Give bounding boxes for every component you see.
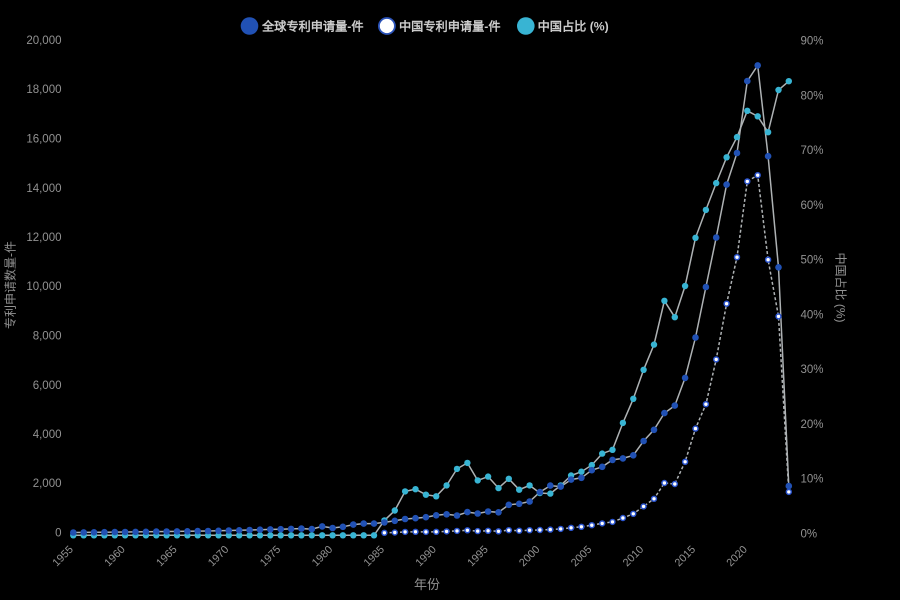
svg-text:10,000: 10,000 [26,281,61,293]
svg-text:12,000: 12,000 [26,232,61,244]
svg-text:0: 0 [55,528,61,540]
svg-text:16,000: 16,000 [26,134,61,146]
svg-text:80%: 80% [801,90,824,102]
svg-text:20,000: 20,000 [26,35,61,47]
svg-text:14,000: 14,000 [26,183,61,195]
svg-text:10%: 10% [801,474,824,486]
svg-text:8,000: 8,000 [33,331,62,343]
svg-text:6,000: 6,000 [33,380,62,392]
svg-text:30%: 30% [801,364,824,376]
svg-text:全球专利申请量-件: 全球专利申请量-件 [261,19,364,34]
svg-text:中国专利申请量-件: 中国专利申请量-件 [399,19,501,34]
svg-text:专利申请数量-件: 专利申请数量-件 [3,241,18,329]
svg-text:40%: 40% [801,310,824,322]
svg-text:中国占比 (%): 中国占比 (%) [834,253,849,323]
svg-text:20%: 20% [801,419,824,431]
svg-text:60%: 60% [801,200,824,212]
svg-text:2,000: 2,000 [33,478,62,490]
svg-text:90%: 90% [801,36,824,48]
svg-text:4,000: 4,000 [33,429,62,441]
svg-text:50%: 50% [801,255,824,267]
svg-text:18,000: 18,000 [26,84,61,96]
svg-text:0%: 0% [801,529,818,541]
svg-text:年份: 年份 [414,577,440,592]
svg-text:中国占比 (%): 中国占比 (%) [538,19,609,34]
svg-text:70%: 70% [801,145,824,157]
